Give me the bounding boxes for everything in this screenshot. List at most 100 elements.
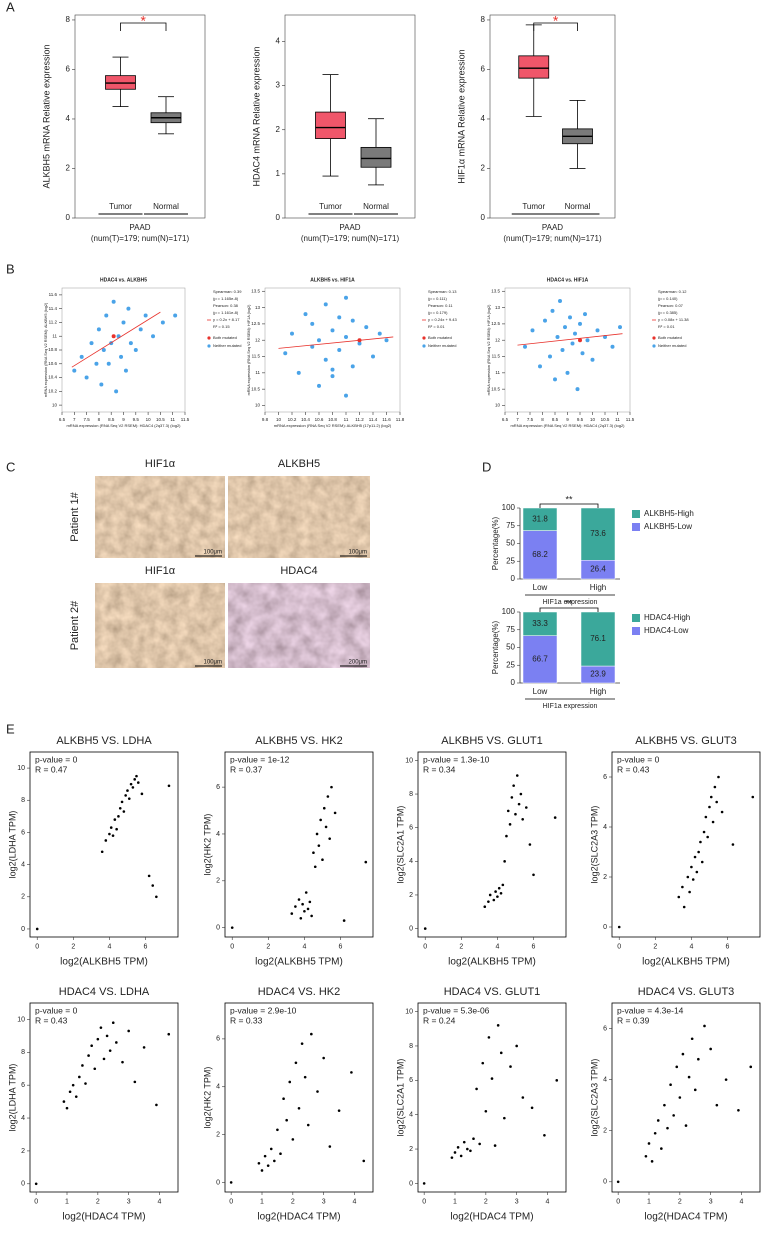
point — [122, 810, 126, 813]
point — [160, 320, 165, 325]
point — [65, 1106, 69, 1110]
point — [459, 1154, 463, 1158]
y-tick-label: 11.4 — [49, 306, 58, 311]
point — [303, 909, 306, 913]
point — [290, 912, 294, 915]
point — [704, 815, 708, 819]
plot-frame — [264, 287, 401, 413]
x-tick-label: 11.4 — [369, 417, 378, 422]
point — [330, 367, 335, 372]
x-tick-label: 4 — [302, 943, 306, 950]
x-tick-label: 6.5 — [59, 417, 66, 422]
y-tick-label: 4 — [276, 37, 281, 46]
point — [469, 1149, 472, 1153]
y-tick-label: 10 — [17, 765, 25, 772]
point — [71, 1083, 75, 1087]
stat-label: R = 0.43 — [35, 1015, 68, 1025]
point — [111, 334, 116, 339]
y-tick-label: 0 — [511, 678, 516, 687]
panel-letter: E — [6, 721, 15, 736]
x-tick-label: 0 — [616, 1198, 620, 1205]
point — [503, 860, 506, 863]
chart-title: HDAC4 VS. LDHA — [59, 986, 150, 998]
point — [337, 348, 342, 352]
point — [279, 1152, 282, 1156]
y-tick-label: 2 — [409, 1146, 413, 1153]
x-tick-label: 6 — [532, 943, 536, 950]
y-tick-label: 2 — [216, 1131, 220, 1138]
point — [113, 818, 117, 821]
point — [493, 1144, 497, 1147]
legend-swatch — [207, 344, 211, 348]
point — [111, 299, 116, 304]
point — [291, 1138, 295, 1141]
legend-swatch — [632, 627, 640, 635]
stat-label: R² = 0.01 — [658, 324, 675, 329]
category-label: Tumor — [109, 202, 132, 211]
x-tick-label: 4 — [740, 1198, 744, 1205]
point — [466, 1147, 469, 1151]
stat-label: y = 0.24x + 9.43 — [428, 317, 457, 322]
point — [342, 919, 346, 922]
stat-label: R² = 0.01 — [428, 324, 445, 329]
point — [84, 1082, 87, 1085]
point — [330, 374, 335, 379]
point — [650, 1160, 654, 1163]
x-tick-label: 10.2 — [288, 417, 297, 422]
point — [104, 839, 108, 842]
stat-label: R = 0.34 — [423, 764, 456, 774]
y-tick-label: 0 — [481, 213, 486, 222]
point — [133, 1080, 137, 1084]
x-tick-label: 11.6 — [382, 417, 391, 422]
point — [306, 907, 310, 911]
point — [709, 795, 713, 799]
x-tick-label: 9.5 — [577, 417, 584, 422]
point — [151, 334, 156, 339]
point — [682, 905, 686, 909]
point — [62, 1100, 66, 1103]
point — [703, 1024, 706, 1028]
point — [72, 368, 77, 373]
point — [269, 1147, 273, 1151]
x-tick-label: 2 — [484, 1198, 488, 1205]
point — [99, 1026, 103, 1029]
point — [711, 820, 715, 824]
point — [749, 1065, 753, 1069]
y-axis-title: HIF1α mRNA Relative expression — [456, 49, 466, 183]
legend-label: ALKBH5-High — [644, 509, 694, 518]
y-tick-label: 13.5 — [491, 288, 500, 293]
y-tick-label: 0 — [21, 926, 25, 933]
point — [492, 898, 496, 902]
stat-label: p-value = 1e-12 — [230, 754, 290, 764]
point — [111, 834, 115, 837]
point — [678, 1096, 682, 1099]
point — [87, 1054, 90, 1057]
y-tick-label: 0 — [66, 213, 71, 222]
point — [344, 295, 348, 300]
point — [93, 1067, 97, 1071]
plot-frame — [61, 287, 186, 413]
point — [323, 302, 328, 307]
legend-label: Neither mutated — [213, 343, 241, 348]
x-tick-label: 1 — [65, 1198, 69, 1205]
panel-letter: B — [6, 261, 15, 276]
point — [328, 1145, 332, 1148]
category-label: Low — [533, 583, 548, 592]
point — [344, 334, 348, 339]
x-tick-label: 10.4 — [301, 417, 310, 422]
significance-label: ** — [565, 598, 573, 608]
y-tick-label: 50 — [506, 539, 515, 548]
x-tick-label: 3 — [322, 1198, 326, 1205]
stat-label: Pearson: 0.07 — [658, 303, 684, 308]
x-tick-label: 0 — [229, 1198, 233, 1205]
point — [105, 1034, 109, 1038]
x-axis-title: log2(HDAC4 TPM) — [644, 1212, 727, 1223]
x-tick-label: 9 — [122, 417, 125, 422]
point — [687, 1075, 691, 1079]
x-tick-label: 2 — [96, 1198, 100, 1205]
x-axis-title: PAAD — [129, 223, 150, 232]
chart-title: HDAC4 VS. GLUT3 — [638, 986, 735, 998]
point — [260, 1169, 264, 1172]
point — [528, 843, 532, 846]
